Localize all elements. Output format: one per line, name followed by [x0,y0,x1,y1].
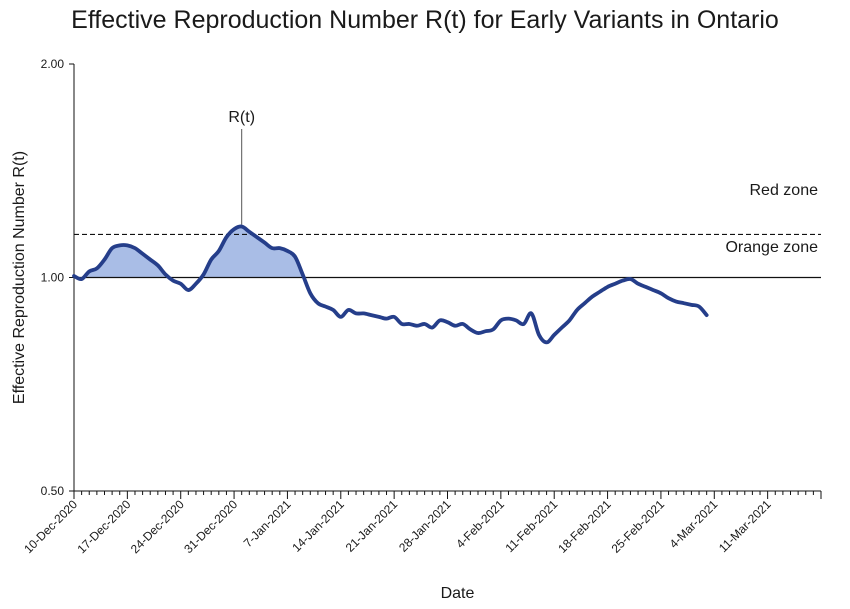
x-tick-label: 14-Jan-2021 [289,497,347,555]
x-tick-label: 24-Dec-2020 [128,497,187,556]
rt-series-line [72,224,709,345]
x-tick-label: 11-Mar-2021 [716,497,774,555]
x-tick-label: 7-Jan-2021 [241,497,294,550]
x-tick-label: 28-Jan-2021 [396,497,454,555]
series-layer [72,224,709,345]
x-tick-label: 11-Feb-2021 [502,497,560,555]
x-axis-title: Date [441,585,475,602]
above-threshold-fill [74,226,707,278]
red-zone-label: Red zone [750,182,819,199]
x-tick-label: 10-Dec-2020 [21,497,80,556]
x-tick-label: 18-Feb-2021 [555,497,614,556]
chart-labels: R(t) Red zone Orange zone Date Effective Rep… [11,109,818,602]
rt-annotation-label: R(t) [228,109,255,126]
chart-title: Effective Reproduction Number R(t) for E… [71,6,779,34]
x-tick-label: 4-Feb-2021 [453,497,507,551]
x-tick-label: 31-Dec-2020 [181,497,240,556]
above-threshold-area [74,226,707,278]
y-tick-label: 0.50 [41,484,65,498]
x-tick-label: 21-Jan-2021 [343,497,401,555]
orange-zone-label: Orange zone [725,239,818,256]
x-tick-label: 17-Dec-2020 [75,497,134,556]
y-tick-label: 2.00 [41,57,65,71]
reference-lines [74,233,821,279]
y-axis-title: Effective Reproduction Number R(t) [11,151,28,404]
y-tick-label: 1.00 [41,271,65,285]
x-tick-label: 25-Feb-2021 [609,497,668,556]
x-tick-label: 4-Mar-2021 [667,497,721,551]
